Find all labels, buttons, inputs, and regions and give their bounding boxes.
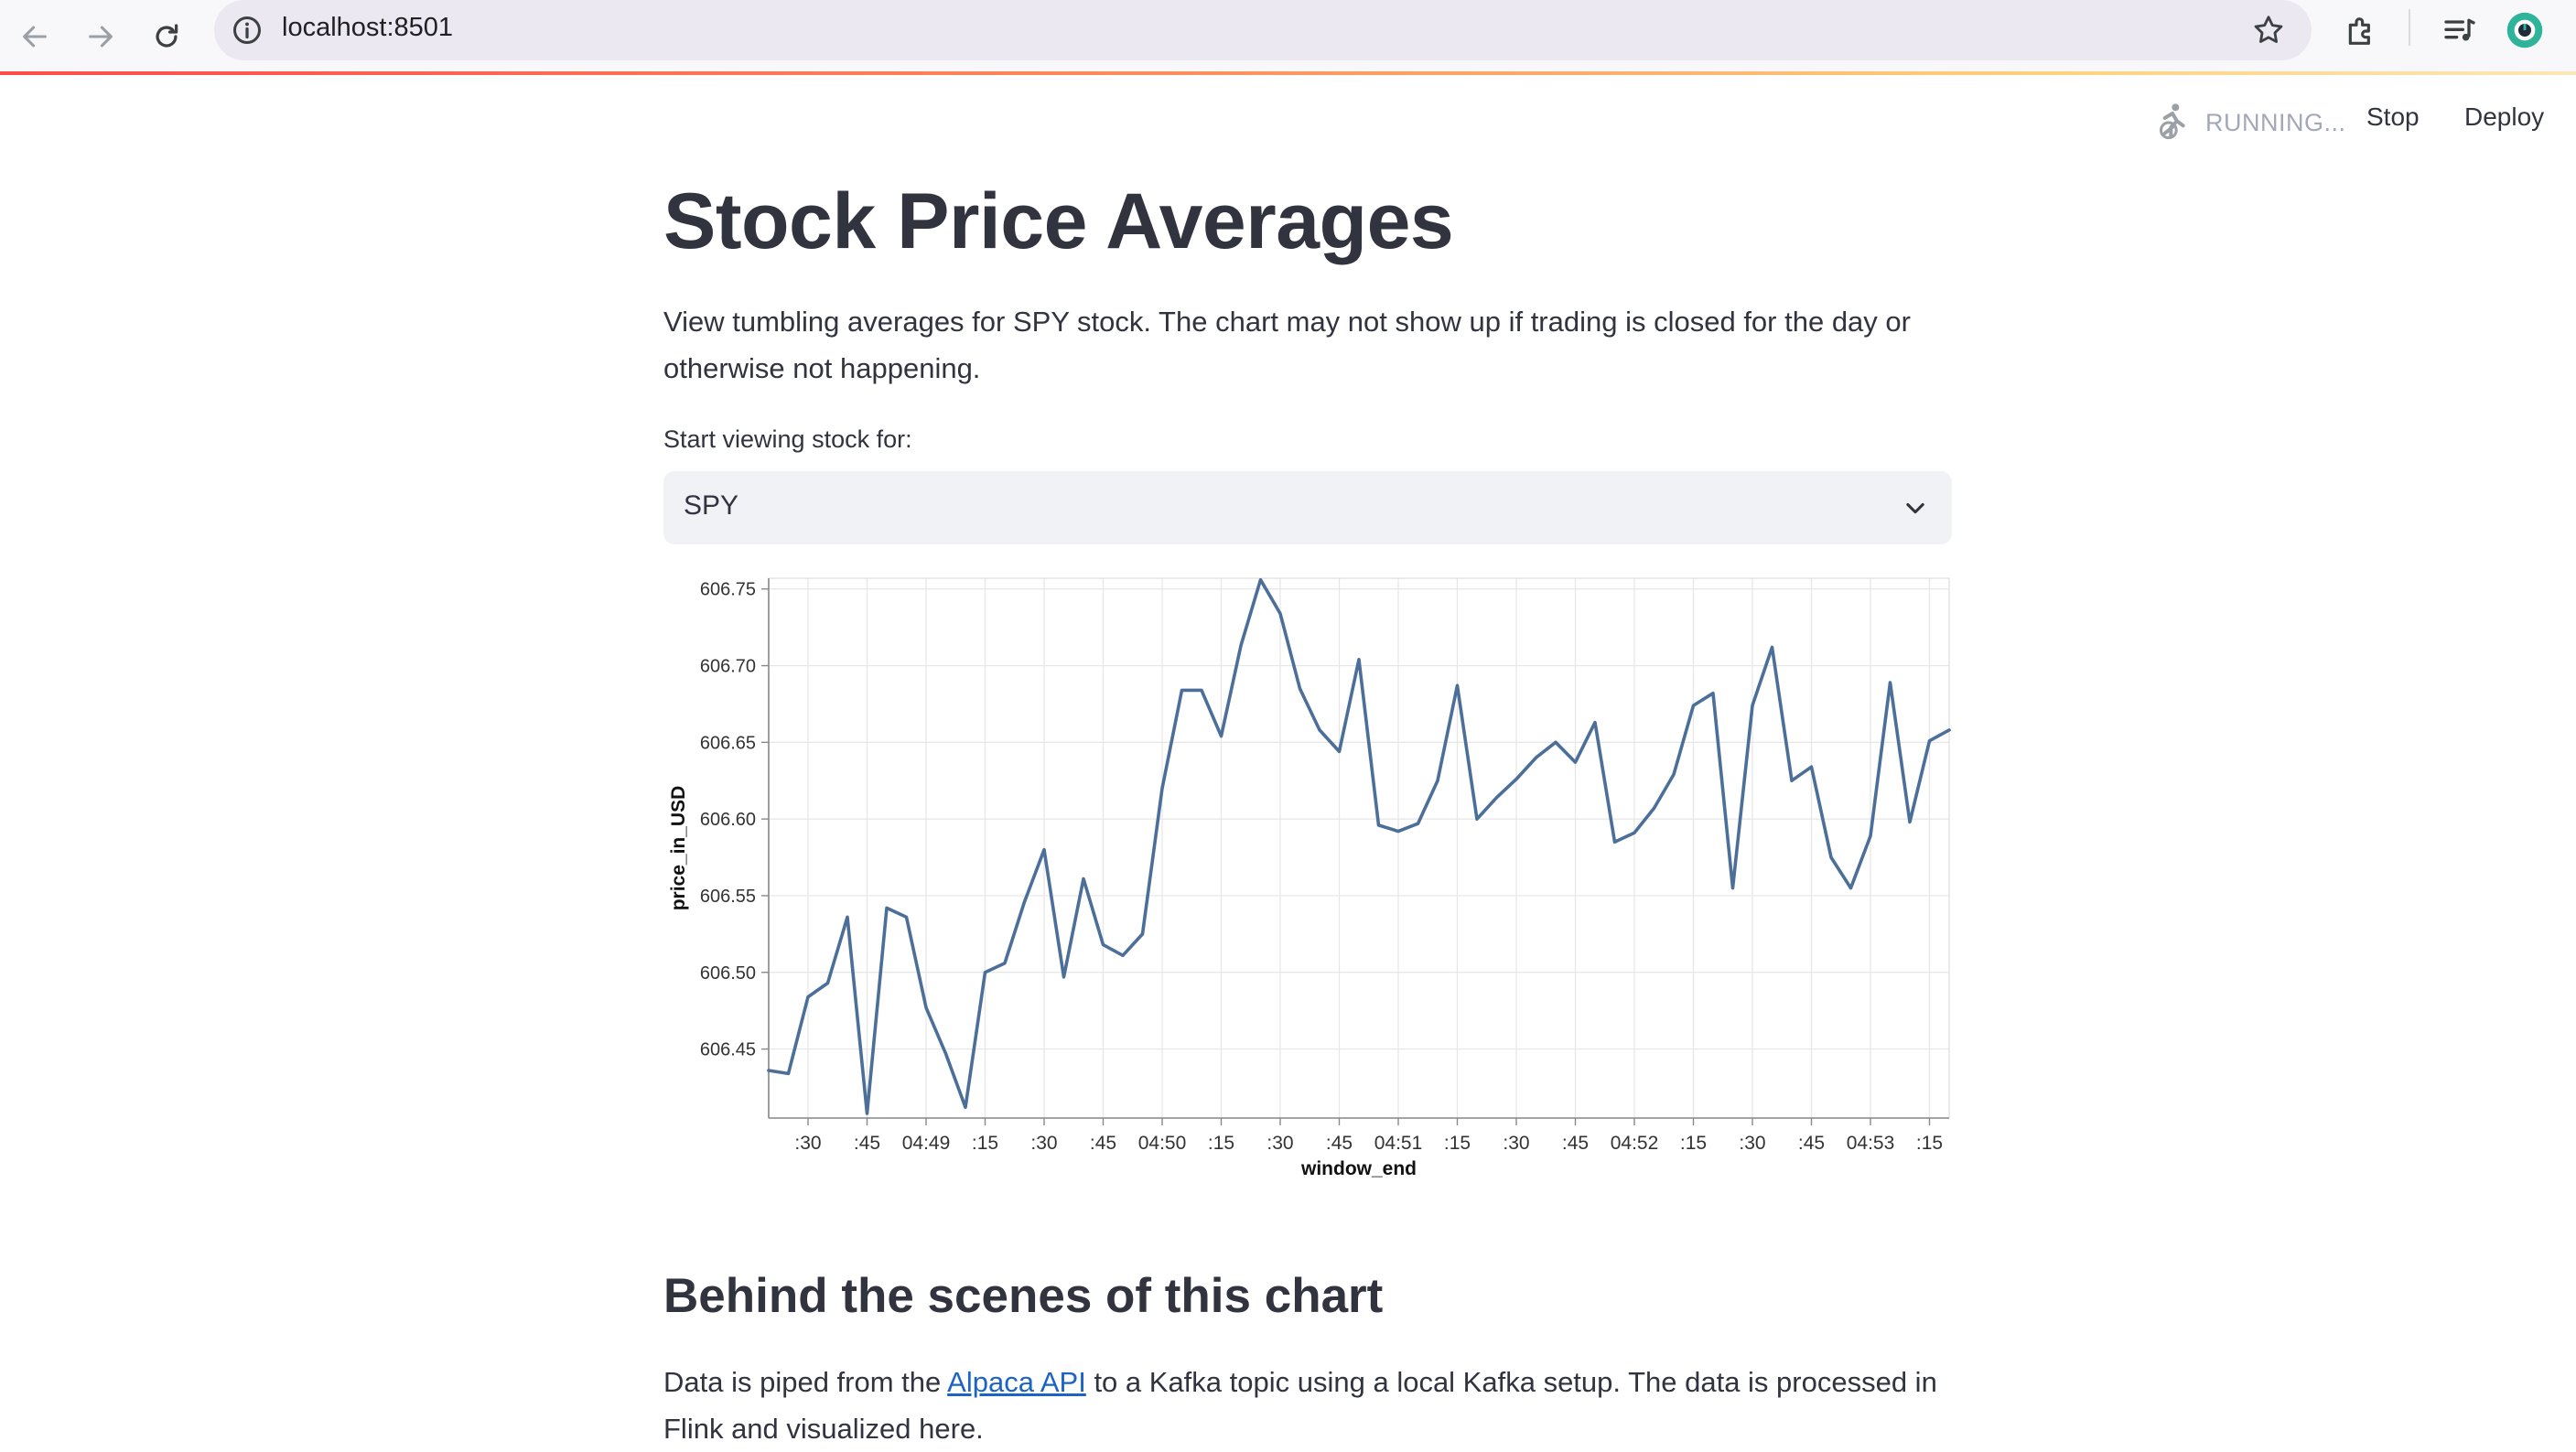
price-series-line (769, 580, 1949, 1113)
x-tick-label: :45 (1326, 1133, 1353, 1154)
y-tick-label: 606.60 (700, 810, 756, 830)
x-tick-label: :30 (1030, 1133, 1057, 1154)
section-heading: Behind the scenes of this chart (663, 1268, 1383, 1324)
x-tick-label: 04:50 (1138, 1133, 1187, 1154)
outro-paragraph: Data is piped from the Alpaca API to a K… (663, 1359, 1963, 1452)
x-tick-label: 04:51 (1374, 1133, 1423, 1154)
x-tick-label: 04:52 (1611, 1133, 1659, 1154)
y-axis-title: price_in_USD (668, 786, 689, 911)
x-tick-label: :15 (1208, 1133, 1234, 1154)
x-tick-label: :30 (1503, 1133, 1529, 1154)
x-axis-title: window_end (1300, 1158, 1417, 1179)
x-tick-label: :15 (1444, 1133, 1471, 1154)
x-tick-label: :45 (1090, 1133, 1116, 1154)
x-tick-label: :30 (794, 1133, 821, 1154)
x-tick-label: :45 (1798, 1133, 1825, 1154)
y-tick-label: 606.75 (700, 580, 756, 600)
y-tick-label: 606.55 (700, 887, 756, 907)
price-line-chart: 606.45 606.50 606.55 606.60 606.65 606.70 606.… (0, 0, 2576, 1217)
y-tick-label: 606.45 (700, 1040, 756, 1060)
x-tick-label: :15 (1680, 1133, 1707, 1154)
x-tick-label: :15 (1916, 1133, 1943, 1154)
x-tick-label: :45 (854, 1133, 880, 1154)
outro-text-start: Data is piped from the (663, 1366, 947, 1398)
x-tick-label: :30 (1266, 1133, 1293, 1154)
x-tick-label: 04:53 (1847, 1133, 1895, 1154)
y-tick-label: 606.70 (700, 657, 756, 677)
x-tick-label: 04:49 (902, 1133, 951, 1154)
alpaca-api-link[interactable]: Alpaca API (947, 1366, 1086, 1398)
x-tick-label: :45 (1562, 1133, 1589, 1154)
y-tick-label: 606.50 (700, 963, 756, 984)
x-tick-label: :30 (1739, 1133, 1765, 1154)
y-tick-label: 606.65 (700, 733, 756, 753)
chart-axes: 606.45 606.50 606.55 606.60 606.65 606.70 606.… (700, 578, 1949, 1154)
x-tick-label: :15 (972, 1133, 998, 1154)
